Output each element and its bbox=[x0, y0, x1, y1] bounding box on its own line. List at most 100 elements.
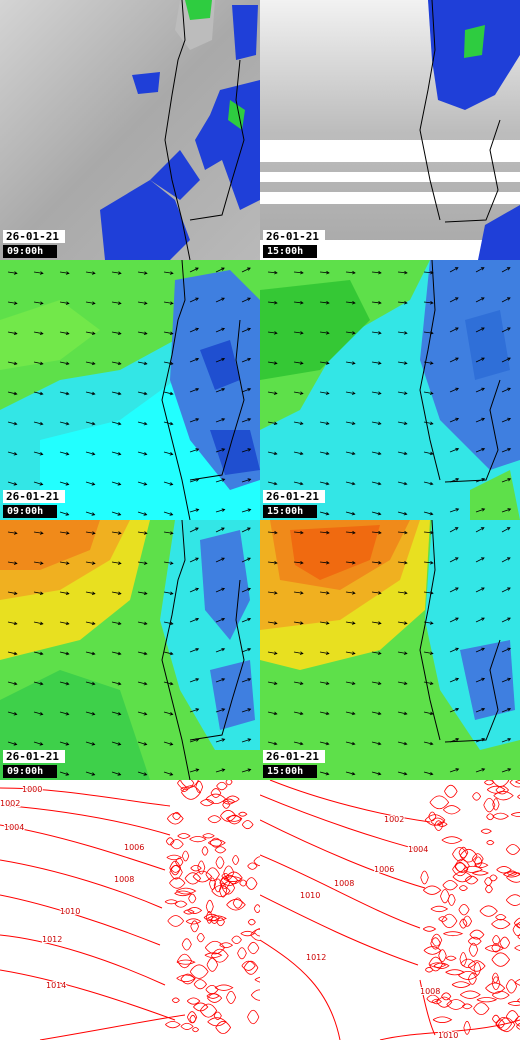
arrow-icon bbox=[39, 331, 44, 335]
arrow-icon bbox=[241, 297, 251, 303]
arrow-icon bbox=[143, 331, 148, 335]
arrow-icon bbox=[299, 391, 304, 395]
precip-area bbox=[132, 72, 160, 94]
arrow-icon bbox=[429, 621, 434, 625]
arrow-icon bbox=[221, 617, 226, 622]
arrow-icon bbox=[371, 621, 381, 624]
arrow-icon bbox=[377, 681, 382, 686]
arrow-icon bbox=[507, 447, 512, 452]
arrow-icon bbox=[39, 591, 44, 595]
arrow-icon bbox=[423, 741, 433, 745]
arrow-icon bbox=[137, 711, 147, 715]
arrow-icon bbox=[143, 421, 148, 426]
arrow-icon bbox=[481, 738, 486, 742]
arrow-icon bbox=[13, 482, 18, 486]
arrow-icon bbox=[39, 712, 44, 716]
wind-map-1500: 26-01-21 15:00h bbox=[260, 260, 520, 520]
arrow-icon bbox=[267, 621, 277, 624]
arrow-icon bbox=[319, 511, 329, 515]
arrow-icon bbox=[143, 712, 148, 716]
arrow-icon bbox=[449, 267, 459, 273]
terrain-contour bbox=[473, 1002, 490, 1016]
isobar-label: 1002 bbox=[0, 799, 20, 808]
arrow-icon bbox=[241, 618, 251, 623]
arrow-icon bbox=[7, 741, 17, 745]
arrow-icon bbox=[189, 388, 199, 393]
arrow-icon bbox=[449, 738, 459, 743]
arrow-icon bbox=[293, 421, 303, 425]
arrow-icon bbox=[403, 711, 408, 716]
isobar-labels: 1002 1004 1006 1008 1010 1012 1008 1010 bbox=[299, 814, 459, 1040]
arrow-icon bbox=[429, 681, 434, 686]
arrow-icon bbox=[163, 361, 173, 365]
terrain-contour bbox=[454, 858, 470, 874]
terrain-contour bbox=[444, 784, 458, 798]
arrow-icon bbox=[371, 741, 381, 745]
terrain-contour bbox=[174, 890, 193, 897]
arrow-icon bbox=[273, 621, 278, 625]
arrow-icon bbox=[241, 267, 251, 273]
arrow-icon bbox=[423, 681, 433, 685]
arrow-icon bbox=[423, 771, 433, 775]
arrow-icon bbox=[195, 617, 200, 622]
arrow-icon bbox=[91, 712, 96, 716]
arrow-icon bbox=[39, 561, 44, 565]
terrain-contour bbox=[463, 1020, 471, 1035]
arrow-icon bbox=[506, 527, 511, 531]
arrow-icon bbox=[319, 331, 329, 334]
terrain-contour bbox=[240, 930, 256, 937]
arrow-icon bbox=[111, 621, 121, 625]
arrow-icon bbox=[65, 591, 70, 595]
isobar-label: 1006 bbox=[124, 843, 144, 852]
arrow-icon bbox=[501, 357, 511, 363]
arrow-icon bbox=[169, 772, 174, 776]
terrain-contour bbox=[201, 846, 209, 856]
arrow-icon bbox=[293, 271, 303, 274]
terrain-contour bbox=[443, 931, 464, 937]
arrow-icon bbox=[241, 388, 251, 393]
arrow-icon bbox=[449, 418, 459, 423]
arrow-icon bbox=[455, 447, 460, 452]
terrain-contour bbox=[442, 880, 458, 891]
arrow-icon bbox=[507, 677, 512, 682]
arrow-icon bbox=[33, 651, 43, 655]
arrow-icon bbox=[300, 301, 304, 305]
arrow-icon bbox=[455, 768, 460, 772]
terrain-contour bbox=[476, 997, 498, 1003]
arrow-icon bbox=[455, 327, 459, 331]
terrain-contour bbox=[514, 1015, 520, 1027]
forecast-time: 09:00h bbox=[3, 765, 57, 778]
terrain-contour bbox=[495, 914, 507, 921]
arrow-icon bbox=[299, 651, 304, 655]
terrain-contour bbox=[442, 805, 461, 815]
data-gap-band bbox=[260, 192, 520, 204]
terrain-contour bbox=[193, 979, 207, 990]
arrow-icon bbox=[215, 418, 225, 423]
terrain-contour bbox=[438, 916, 448, 922]
terrain-contour bbox=[185, 918, 202, 925]
arrow-icon bbox=[319, 391, 329, 395]
arrow-icon bbox=[39, 621, 44, 626]
arrow-icon bbox=[111, 681, 121, 685]
arrow-icon bbox=[189, 588, 199, 593]
arrow-icon bbox=[117, 681, 122, 686]
isobar-label: 1002 bbox=[384, 815, 404, 824]
arrow-icon bbox=[215, 588, 225, 593]
arrow-icon bbox=[404, 301, 408, 305]
arrow-icon bbox=[325, 651, 330, 655]
arrow-icon bbox=[325, 771, 330, 776]
arrow-icon bbox=[117, 712, 122, 716]
arrow-icon bbox=[143, 591, 148, 595]
arrow-icon bbox=[501, 768, 511, 773]
isobar-label: 1012 bbox=[306, 953, 326, 962]
arrow-icon bbox=[377, 651, 382, 655]
arrow-icon bbox=[351, 741, 356, 746]
arrow-icon bbox=[221, 387, 226, 392]
arrow-icon bbox=[189, 358, 199, 363]
arrow-icon bbox=[371, 511, 381, 515]
arrow-icon bbox=[215, 648, 225, 653]
arrow-icon bbox=[455, 707, 460, 712]
terrain-contour bbox=[181, 850, 190, 862]
arrow-icon bbox=[163, 621, 173, 625]
arrow-icon bbox=[137, 591, 147, 595]
